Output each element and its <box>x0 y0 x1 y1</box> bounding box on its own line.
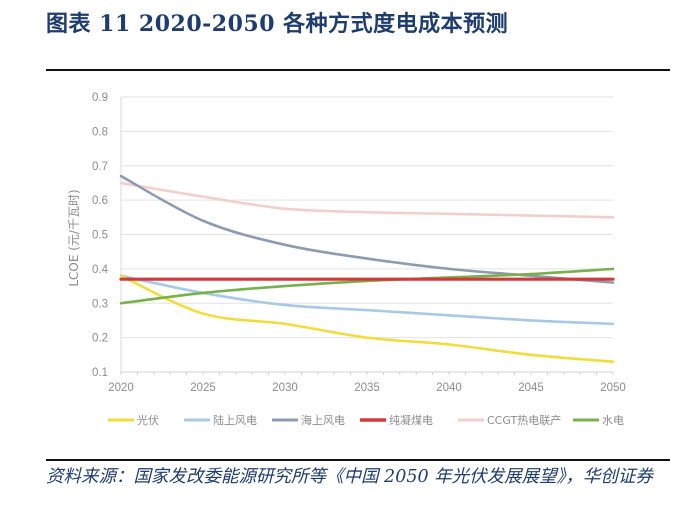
lcoe-line-chart: 0.1 0.2 0.3 0.4 0.5 0.6 0.7 0.8 0.9 2020 2025 2030… <box>67 92 626 427</box>
y-tick-label: 0.2 <box>92 333 108 345</box>
x-tick-label: 2035 <box>354 382 380 394</box>
legend: 光伏 陆上风电 海上风电 纯凝煤电 CCGT热电联产 水电 <box>108 413 624 427</box>
legend-item: 陆上风电 <box>184 413 257 427</box>
y-axis-label: LCOE (元/千瓦时) <box>67 189 81 286</box>
legend-item: CCGT热电联产 <box>458 413 561 427</box>
legend-label: 水电 <box>602 414 624 427</box>
y-axis-ticks: 0.1 0.2 0.3 0.4 0.5 0.6 0.7 0.8 0.9 <box>92 92 109 379</box>
legend-item: 纯凝煤电 <box>360 413 433 427</box>
x-axis <box>120 371 614 375</box>
figure-title: 图表 11 2020-2050 各种方式度电成本预测 <box>46 11 509 37</box>
x-tick-label: 2050 <box>600 382 626 394</box>
y-tick-label: 0.9 <box>92 92 108 104</box>
y-tick-label: 0.3 <box>92 298 108 310</box>
y-tick-label: 0.7 <box>92 161 108 173</box>
y-tick-label: 0.4 <box>92 264 109 276</box>
legend-item: 水电 <box>573 414 624 427</box>
y-tick-label: 0.5 <box>92 230 108 242</box>
x-tick-label: 2020 <box>108 382 134 394</box>
y-tick-label: 0.8 <box>92 126 108 138</box>
bottom-rule <box>46 459 670 461</box>
x-tick-label: 2040 <box>436 382 462 394</box>
legend-label: 纯凝煤电 <box>389 413 433 427</box>
top-rule <box>46 69 670 71</box>
y-tick-label: 0.1 <box>92 367 108 379</box>
legend-item: 光伏 <box>108 413 159 427</box>
series-line-0 <box>119 274 615 363</box>
series-line-1 <box>119 274 615 326</box>
x-tick-label: 2045 <box>518 382 544 394</box>
source-note: 资料来源：国家发改委能源研究所等《中国 2050 年光伏发展展望》，华创证券 <box>46 467 653 487</box>
legend-item: 海上风电 <box>272 413 345 427</box>
legend-label: 陆上风电 <box>213 413 257 427</box>
x-axis-ticks: 2020 2025 2030 2035 2040 2045 2050 <box>108 382 626 394</box>
series-line-4 <box>119 181 615 219</box>
x-tick-label: 2025 <box>190 382 216 394</box>
x-tick-label: 2030 <box>272 382 298 394</box>
y-tick-label: 0.6 <box>92 195 108 207</box>
series-line-5 <box>119 267 615 305</box>
legend-label: 光伏 <box>137 413 159 427</box>
legend-label: CCGT热电联产 <box>487 413 561 427</box>
series-line-2 <box>119 174 615 284</box>
series-lines <box>119 174 615 363</box>
legend-label: 海上风电 <box>301 413 345 427</box>
gridlines <box>120 96 613 373</box>
